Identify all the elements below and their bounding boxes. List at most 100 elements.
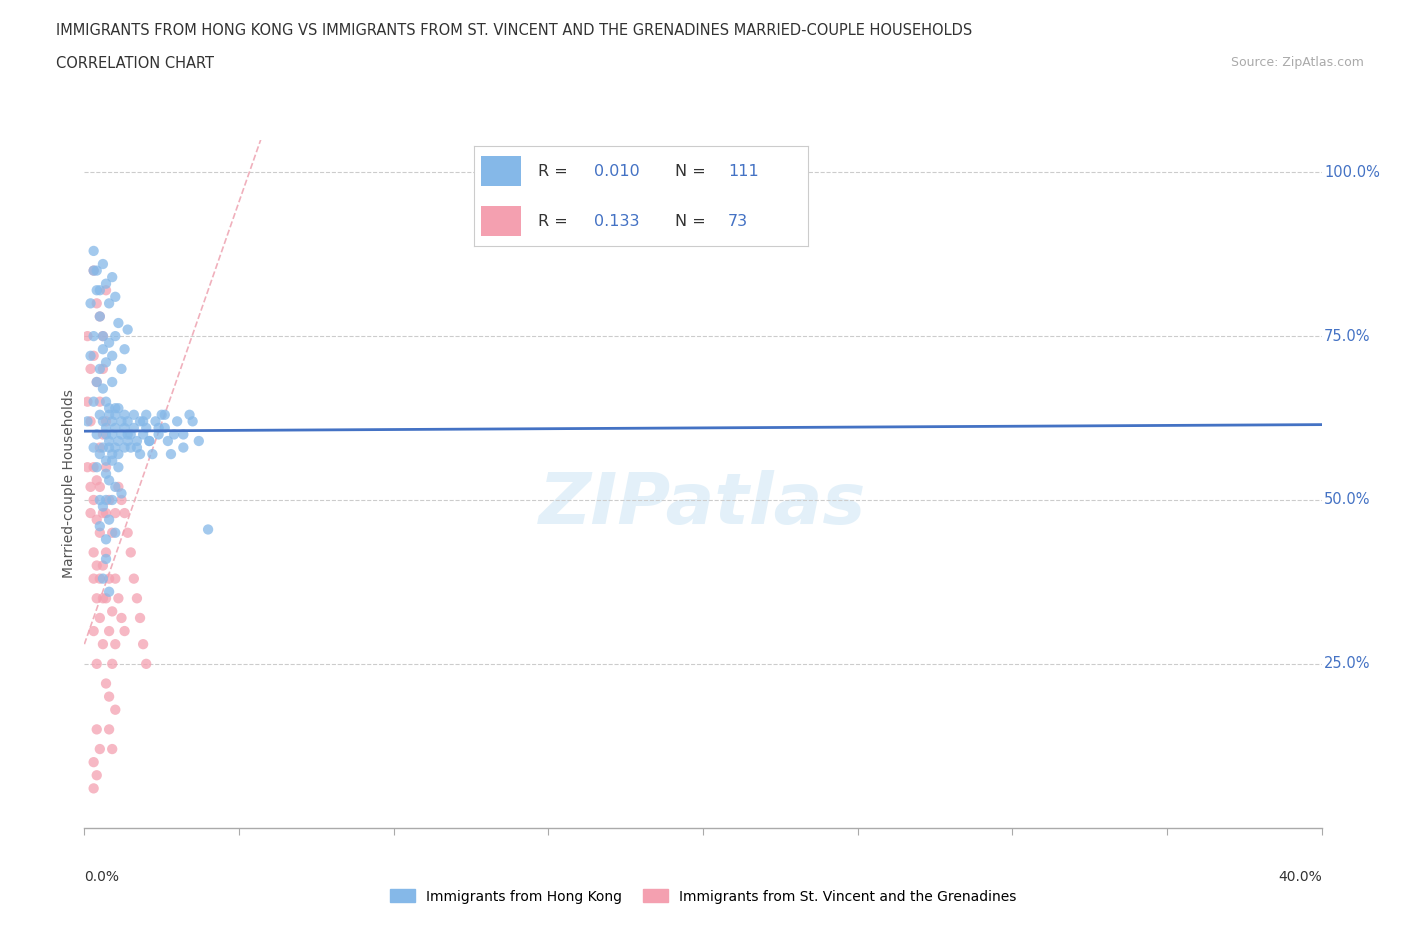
Point xyxy=(91,328,114,343)
Point xyxy=(110,362,132,377)
Point xyxy=(98,689,121,704)
Point xyxy=(79,480,101,495)
Point xyxy=(107,446,129,461)
Point xyxy=(150,407,173,422)
Point xyxy=(135,420,157,435)
Point xyxy=(86,427,108,442)
Point xyxy=(91,506,114,521)
Point xyxy=(89,571,111,586)
Point xyxy=(79,362,101,377)
Point xyxy=(94,420,117,435)
Point xyxy=(125,433,148,448)
Point xyxy=(98,401,121,416)
Point xyxy=(120,427,142,442)
Point xyxy=(91,257,114,272)
Point xyxy=(104,420,127,435)
Point xyxy=(89,362,111,377)
Point xyxy=(91,328,114,343)
Point xyxy=(86,722,108,737)
Point xyxy=(89,493,111,508)
Point xyxy=(163,427,186,442)
Point xyxy=(83,571,105,586)
Point xyxy=(104,407,127,422)
Point xyxy=(101,493,124,508)
Point xyxy=(104,637,127,652)
Point xyxy=(117,414,139,429)
Point xyxy=(129,610,152,625)
Point xyxy=(86,591,108,605)
Point xyxy=(114,440,136,455)
Point xyxy=(79,296,101,311)
Point xyxy=(91,440,114,455)
Point xyxy=(76,328,98,343)
Point xyxy=(94,551,117,566)
Text: Source: ZipAtlas.com: Source: ZipAtlas.com xyxy=(1230,56,1364,69)
Point xyxy=(89,309,111,324)
Point xyxy=(83,263,105,278)
Point xyxy=(91,591,114,605)
Point xyxy=(104,440,127,455)
Point xyxy=(98,296,121,311)
Point xyxy=(94,545,117,560)
Point xyxy=(89,309,111,324)
Point xyxy=(89,610,111,625)
Point xyxy=(98,571,121,586)
Point xyxy=(125,591,148,605)
Point xyxy=(86,375,108,390)
Point xyxy=(117,322,139,337)
Point xyxy=(101,446,124,461)
Point xyxy=(89,394,111,409)
Point xyxy=(101,427,124,442)
Point xyxy=(76,414,98,429)
Point xyxy=(94,676,117,691)
Point xyxy=(94,427,117,442)
Point xyxy=(94,414,117,429)
Point xyxy=(120,440,142,455)
Text: 50.0%: 50.0% xyxy=(1324,493,1371,508)
Point xyxy=(98,722,121,737)
Point xyxy=(94,459,117,474)
Text: CORRELATION CHART: CORRELATION CHART xyxy=(56,56,214,71)
Point xyxy=(91,558,114,573)
Point xyxy=(94,466,117,481)
Point xyxy=(101,375,124,390)
Point xyxy=(83,244,105,259)
Text: 25.0%: 25.0% xyxy=(1324,657,1371,671)
Point xyxy=(166,414,188,429)
Point xyxy=(91,499,114,514)
Point xyxy=(98,440,121,455)
Point xyxy=(98,433,121,448)
Point xyxy=(89,283,111,298)
Point xyxy=(114,506,136,521)
Point xyxy=(86,263,108,278)
Point xyxy=(83,440,105,455)
Point xyxy=(107,480,129,495)
Point xyxy=(114,624,136,639)
Point xyxy=(79,349,101,364)
Point xyxy=(135,657,157,671)
Point xyxy=(117,525,139,540)
Point xyxy=(141,446,163,461)
Point xyxy=(117,433,139,448)
Point xyxy=(132,414,155,429)
Point xyxy=(138,433,160,448)
Point xyxy=(181,414,204,429)
Point xyxy=(107,591,129,605)
Text: ZIPatlas: ZIPatlas xyxy=(540,470,866,538)
Text: 40.0%: 40.0% xyxy=(1278,870,1322,884)
Point xyxy=(86,768,108,783)
Point xyxy=(101,604,124,618)
Point xyxy=(83,545,105,560)
Point xyxy=(91,414,114,429)
Point xyxy=(86,375,108,390)
Point xyxy=(107,315,129,330)
Point xyxy=(83,328,105,343)
Point xyxy=(104,525,127,540)
Point xyxy=(122,407,145,422)
Point xyxy=(122,571,145,586)
Point xyxy=(172,440,194,455)
Point xyxy=(98,624,121,639)
Point xyxy=(101,741,124,756)
Point xyxy=(107,401,129,416)
Point xyxy=(98,493,121,508)
